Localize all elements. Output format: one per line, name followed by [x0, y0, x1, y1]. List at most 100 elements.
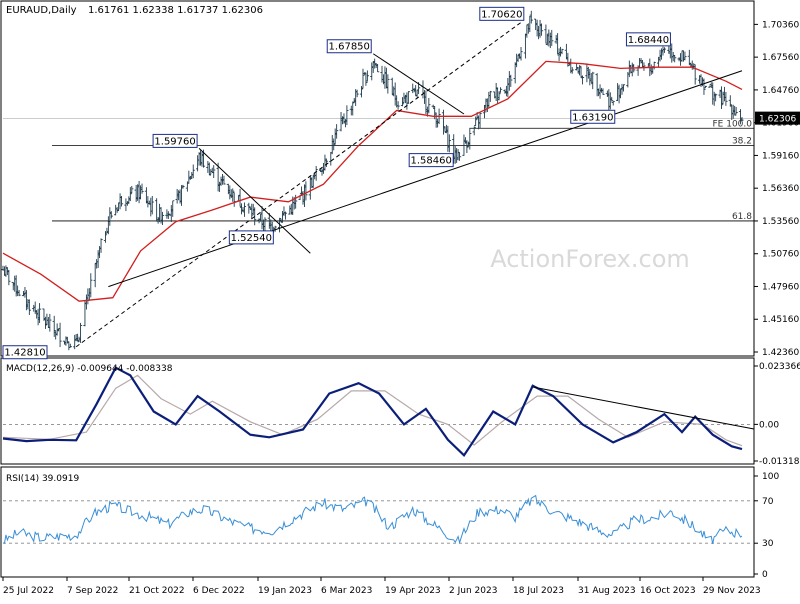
level-label: 38.2	[732, 137, 752, 147]
ohlc-bar	[222, 175, 226, 185]
x-axis-label: 6 Mar 2023	[321, 586, 372, 596]
rsi-pane-frame	[0, 466, 755, 578]
macd-main-line	[2, 366, 743, 458]
ohlc-bar	[365, 70, 369, 82]
ohlc-bar	[703, 85, 708, 89]
ohlc-bar	[140, 183, 144, 194]
rsi-axis-label: 30	[762, 539, 774, 549]
ohlc-bar	[519, 47, 523, 61]
x-axis-label: 19 Jan 2023	[258, 586, 312, 596]
moving-average-line	[2, 60, 743, 302]
ohlc-bar	[345, 105, 349, 126]
ohlc-bar	[673, 54, 677, 63]
ohlc-bar	[740, 117, 744, 121]
ohlc-bar	[52, 315, 56, 337]
ohlc-bar	[509, 74, 513, 87]
ohlc-bar	[734, 107, 738, 115]
price-axis-label: 1.47960	[762, 282, 799, 292]
price-axis-label: 1.70360	[762, 20, 799, 30]
ohlc-bar	[361, 68, 365, 89]
ohlc-bar	[478, 111, 482, 129]
price-axis-label: 1.59160	[762, 151, 799, 161]
ohlc-bar	[406, 91, 410, 104]
ohlc-bar	[560, 48, 564, 55]
annotation-box	[408, 153, 454, 168]
ohlc-bar	[355, 89, 359, 98]
annotation-label: 1.52540	[231, 233, 272, 244]
rsi-line	[2, 494, 743, 545]
ohlc-bar	[611, 101, 615, 106]
current-price-label: 1.62306	[759, 115, 796, 125]
macd-signal-line	[2, 374, 743, 447]
ohlc-bar	[580, 75, 585, 85]
ohlc-bar	[263, 217, 267, 233]
ohlc-bar	[119, 195, 124, 207]
price-annotation: 1.70620	[479, 6, 525, 21]
ohlc-bar	[109, 211, 113, 219]
annotation-label: 1.59760	[154, 136, 195, 147]
ohlc-bar	[488, 90, 492, 102]
level-label: FE 100.0	[713, 119, 753, 129]
ohlc-bar	[396, 101, 400, 110]
annotation-box	[479, 6, 525, 21]
price-annotation: 1.42810	[2, 345, 48, 360]
ohlc-bar	[386, 74, 390, 94]
macd-axis-label: 0.023366	[759, 362, 800, 372]
ohlc-bar	[27, 299, 31, 315]
ohlc-bar	[662, 47, 667, 53]
price-axis-label: 1.50760	[762, 250, 799, 260]
ohlc-bar	[601, 88, 605, 95]
x-axis-label: 2 Jun 2023	[449, 586, 497, 596]
ohlc-bar	[171, 200, 175, 217]
ohlc-bar	[191, 164, 195, 179]
ohlc-bar	[250, 203, 254, 220]
macd-axis-label: 0.00	[759, 420, 779, 430]
rsi-axis-label: 70	[762, 497, 774, 507]
annotation-box	[2, 345, 48, 360]
annotation-label: 1.68440	[628, 35, 669, 46]
macd-title: MACD(12,26,9) -0.009644 -0.008338	[6, 364, 173, 374]
ohlc-bar	[570, 67, 574, 74]
x-axis-label: 31 Aug 2023	[578, 586, 636, 596]
current-price-tag: 1.62306	[755, 111, 800, 125]
ohlc-bar	[364, 72, 368, 86]
macd-layer: MACD(12,26,9) -0.009644 -0.008338	[2, 364, 755, 458]
ohlc-bar	[7, 269, 11, 286]
ohlc-bar	[621, 84, 626, 92]
price-axis-label: 1.64760	[762, 86, 799, 96]
price-annotation: 1.63190	[570, 109, 616, 124]
x-axis-label: 18 Jul 2023	[513, 586, 564, 596]
trend-line	[198, 148, 311, 254]
symbol-title: EURAUD,Daily	[6, 5, 77, 16]
rsi-layer: RSI(14) 39.0919	[2, 474, 754, 545]
x-axis-label: 7 Sep 2022	[67, 586, 118, 596]
trend-line	[372, 53, 465, 115]
price-pane-frame	[0, 0, 755, 357]
ohlc-bar	[498, 87, 503, 93]
level-label: 61.8	[732, 212, 752, 222]
ohlc-bar	[447, 134, 451, 153]
ohlc-bar	[724, 91, 728, 106]
annotation-box	[570, 109, 616, 124]
ohlc-bar	[207, 162, 211, 176]
annotation-box	[152, 133, 198, 148]
ohlc-bar	[497, 91, 501, 101]
price-annotation: 1.59760	[152, 133, 198, 148]
ohlc-bar	[304, 181, 308, 201]
ohlc-bar	[17, 289, 21, 297]
ohlc-bar	[468, 127, 472, 150]
macd-pane-frame	[0, 357, 755, 465]
price-axis-label: 1.56360	[762, 184, 799, 194]
axes-layer: 1.703601.675601.647601.619601.591601.563…	[2, 20, 800, 596]
ohlc-bar	[376, 64, 380, 73]
ohlc-bar	[242, 202, 247, 217]
ohlc-bar	[683, 51, 687, 61]
price-axis-label: 1.42360	[762, 348, 799, 358]
ohlc-bar	[314, 165, 318, 181]
ohlc-bar	[539, 23, 544, 36]
rsi-axis-label: 100	[762, 472, 779, 482]
x-axis-label: 6 Dec 2022	[193, 586, 245, 596]
price-layer: FE 100.0 38.2 61.8 1.42810 1.59760 1.52540 1.6…	[1, 6, 754, 360]
ohlc-bar	[332, 138, 336, 151]
